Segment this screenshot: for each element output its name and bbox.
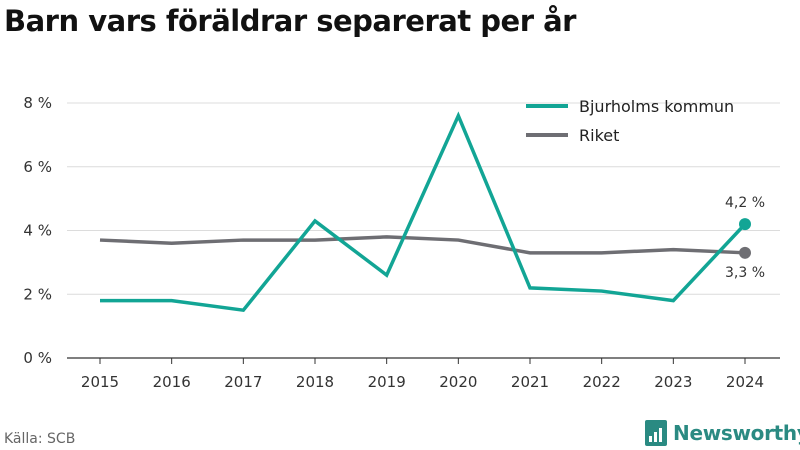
end-label-riket: 3,3 %	[725, 265, 765, 281]
x-tick-label: 2021	[511, 373, 549, 391]
x-tick-label: 2017	[224, 373, 262, 391]
x-axis-ticks: 2015 2016 2017 2018 2019 2020 2021 2022 2023 2024	[81, 358, 764, 391]
brand-name: Newsworthy	[673, 421, 800, 445]
y-tick-label: 8 %	[23, 94, 52, 112]
gridlines	[67, 102, 780, 359]
x-tick-label: 2018	[296, 373, 334, 391]
x-tick-label: 2016	[153, 373, 191, 391]
legend: Bjurholms kommun Riket	[526, 97, 734, 145]
legend-label-riket: Riket	[579, 126, 619, 145]
x-tick-label: 2023	[654, 373, 692, 391]
source-note: Källa: SCB	[4, 431, 76, 447]
y-tick-label: 6 %	[23, 158, 52, 176]
series-lines	[99, 111, 747, 313]
y-axis-ticks: 0 % 2 % 4 % 6 % 8 %	[23, 94, 52, 367]
x-tick-label: 2019	[368, 373, 406, 391]
end-marker-riket	[739, 246, 751, 259]
legend-label-bjurholms-kommun: Bjurholms kommun	[579, 97, 734, 116]
line-chart: 0 % 2 % 4 % 6 % 8 % 2015 2016 2017 2018 2019 2020…	[23, 94, 780, 391]
y-tick-label: 4 %	[23, 222, 52, 240]
end-markers	[739, 218, 751, 259]
y-tick-label: 0 %	[23, 349, 52, 367]
newsworthy-logo: Newsworthy	[645, 418, 800, 448]
y-tick-label: 2 %	[23, 285, 52, 303]
end-label-bjurholms-kommun: 4,2 %	[725, 195, 765, 211]
x-tick-label: 2024	[726, 373, 764, 391]
series-line-bjurholms-kommun	[100, 111, 747, 313]
x-tick-label: 2022	[583, 373, 621, 391]
chart-title: Barn vars föräldrar separerat per år	[4, 4, 576, 38]
newsworthy-logo-icon	[645, 420, 667, 446]
x-tick-label: 2015	[81, 373, 119, 391]
series-line-riket	[99, 235, 746, 255]
x-tick-label: 2020	[439, 373, 477, 391]
end-marker-bjurholms-kommun	[739, 218, 751, 231]
